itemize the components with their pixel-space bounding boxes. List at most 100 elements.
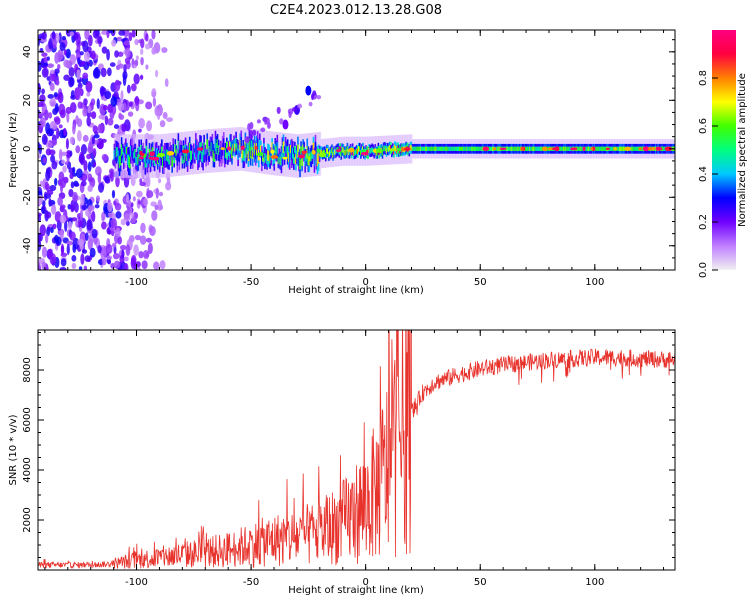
band-core (534, 146, 536, 151)
band-core (439, 146, 442, 151)
band-core (470, 146, 472, 151)
band-core (169, 146, 171, 155)
band-core (235, 138, 237, 149)
band-core (250, 140, 253, 151)
band-core (327, 148, 329, 154)
noise-blob (39, 117, 46, 128)
band-core (312, 142, 315, 153)
noise-blob (65, 138, 69, 150)
band-core (636, 146, 638, 151)
band-core (566, 146, 568, 151)
band-core (294, 145, 296, 153)
noise-blob (166, 177, 171, 186)
noise-blob (76, 69, 81, 80)
band-core (293, 153, 295, 164)
noise-blob (131, 64, 137, 69)
noise-blob (75, 145, 81, 154)
band-core (609, 146, 612, 151)
band-core (211, 140, 214, 152)
noise-blob (117, 236, 122, 245)
band-core (529, 146, 531, 151)
band-core (393, 148, 395, 155)
noise-blob (51, 30, 56, 40)
noise-blob (90, 50, 96, 60)
band-core (498, 146, 500, 151)
noise-blob (79, 51, 84, 56)
noise-blob (124, 47, 131, 58)
noise-blob (114, 79, 121, 92)
noise-blob (151, 210, 158, 221)
noise-blob (91, 210, 96, 223)
band-core (161, 146, 163, 159)
x-tick-label: -100 (125, 577, 148, 588)
band-hotspot (361, 151, 369, 156)
noise-blob (53, 92, 59, 98)
band-core (492, 146, 494, 151)
noise-blob (145, 64, 149, 70)
band-core (343, 149, 346, 156)
band-core (428, 146, 430, 151)
band-core (262, 154, 264, 162)
band-core (481, 146, 484, 151)
band-core (376, 150, 379, 156)
band-core (382, 145, 385, 152)
noise-blob (121, 249, 125, 259)
band-core (415, 146, 418, 151)
band-core (246, 143, 249, 155)
band-core (218, 152, 221, 162)
band-core (223, 149, 226, 161)
band-core (386, 146, 389, 152)
noise-blob (159, 204, 164, 211)
band-core (441, 146, 444, 151)
band-core (238, 144, 240, 153)
band-core (119, 155, 122, 166)
band-hotspot (302, 151, 306, 155)
noise-blob (87, 141, 94, 152)
band-core (436, 146, 438, 151)
band-core (249, 146, 252, 159)
band-core (222, 138, 225, 149)
band-core (180, 145, 183, 153)
band-core (144, 156, 147, 168)
noise-blob (41, 206, 46, 214)
band-core (564, 146, 566, 151)
band-hotspot (316, 148, 321, 153)
noise-blob (46, 226, 51, 231)
noise-blob (87, 161, 92, 172)
noise-blob (140, 38, 145, 49)
band-core (287, 152, 290, 162)
band-hotspot (282, 156, 288, 160)
band-core (244, 138, 247, 148)
noise-blob (81, 40, 86, 47)
band-core (353, 150, 356, 156)
noise-blob (38, 214, 42, 222)
band-core (115, 147, 118, 158)
noise-blob (101, 46, 108, 54)
band-core (387, 146, 390, 152)
noise-blob (136, 190, 143, 198)
band-core (622, 146, 625, 151)
noise-blob (47, 249, 53, 258)
band-core (143, 153, 146, 163)
noise-blob (77, 101, 83, 109)
band-core (444, 146, 447, 151)
noise-blob (46, 56, 50, 61)
band-hotspot (220, 147, 225, 150)
noise-blob (161, 47, 168, 53)
noise-blob (63, 127, 67, 137)
band-core (140, 144, 143, 154)
band-core (174, 144, 177, 153)
band-core (663, 146, 665, 151)
band-core (134, 149, 136, 158)
noise-blob (133, 244, 139, 256)
band-core (560, 146, 562, 151)
noise-blob (63, 74, 70, 81)
noise-blob (109, 62, 116, 67)
band-core (532, 146, 534, 151)
band-core (319, 149, 322, 156)
band-core (381, 149, 384, 156)
noise-blob (151, 46, 157, 55)
noise-blob (60, 151, 68, 157)
noise-blob (124, 57, 131, 65)
band-core (251, 146, 254, 159)
